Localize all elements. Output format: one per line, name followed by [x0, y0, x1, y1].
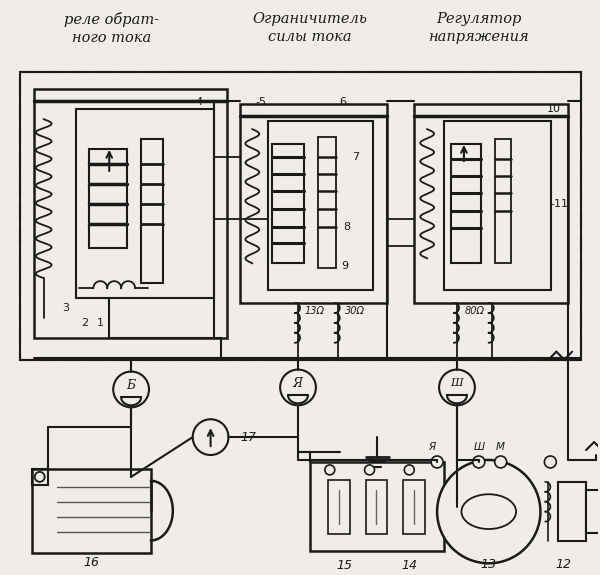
Circle shape [280, 370, 316, 405]
Bar [89, 149, 127, 248]
Text: 1: 1 [97, 318, 103, 328]
Bar [318, 137, 336, 268]
Ellipse shape [461, 494, 516, 529]
Circle shape [113, 371, 149, 407]
Circle shape [439, 370, 475, 405]
Text: Ограничитель
силы тока: Ограничитель силы тока [253, 12, 367, 44]
Bar [451, 144, 481, 263]
Text: Я: Я [293, 377, 303, 390]
Text: 3: 3 [62, 303, 70, 313]
Text: -5: -5 [255, 97, 266, 108]
Text: 4: 4 [196, 97, 203, 108]
Bar [403, 480, 425, 535]
Bar [365, 480, 388, 535]
Text: 10: 10 [547, 104, 560, 114]
Bar [310, 462, 444, 551]
Text: Я: Я [428, 442, 436, 452]
Text: Ш: Ш [473, 442, 484, 452]
Text: 12: 12 [555, 558, 571, 571]
Text: -11: -11 [550, 198, 568, 209]
Text: 30Ω: 30Ω [345, 306, 365, 316]
Bar [20, 71, 581, 359]
Bar [76, 109, 214, 298]
Bar [495, 139, 511, 263]
Text: 80Ω: 80Ω [465, 306, 485, 316]
Text: 9: 9 [342, 261, 349, 271]
Bar [32, 469, 151, 553]
Bar [558, 482, 586, 542]
Text: 6: 6 [340, 97, 347, 108]
Bar [272, 144, 304, 263]
Circle shape [437, 460, 541, 564]
Circle shape [431, 456, 443, 468]
Bar [241, 104, 388, 303]
Text: 7: 7 [352, 152, 359, 162]
Bar [34, 89, 227, 338]
Text: 13: 13 [481, 558, 497, 571]
Text: 15: 15 [337, 559, 353, 572]
Text: Регулятор
напряжения: Регулятор напряжения [428, 12, 529, 44]
Text: М: М [496, 442, 505, 452]
Bar [141, 139, 163, 283]
Text: Б: Б [127, 379, 136, 392]
Bar [328, 480, 350, 535]
Text: 13Ω: 13Ω [305, 306, 325, 316]
Text: реле обрат-
ного тока: реле обрат- ного тока [64, 12, 159, 45]
Text: 8: 8 [344, 221, 351, 232]
Bar [268, 121, 373, 290]
Text: 14: 14 [401, 559, 417, 572]
Text: Ш: Ш [451, 378, 463, 389]
Bar [414, 104, 568, 303]
Bar [20, 71, 581, 359]
Text: 17: 17 [241, 431, 256, 444]
Text: 2: 2 [82, 318, 89, 328]
Bar [444, 121, 551, 290]
Bar [32, 469, 47, 485]
Circle shape [473, 456, 485, 468]
Circle shape [495, 456, 506, 468]
Text: 16: 16 [83, 557, 100, 569]
Circle shape [544, 456, 556, 468]
Circle shape [193, 419, 229, 455]
Bar [586, 490, 600, 534]
